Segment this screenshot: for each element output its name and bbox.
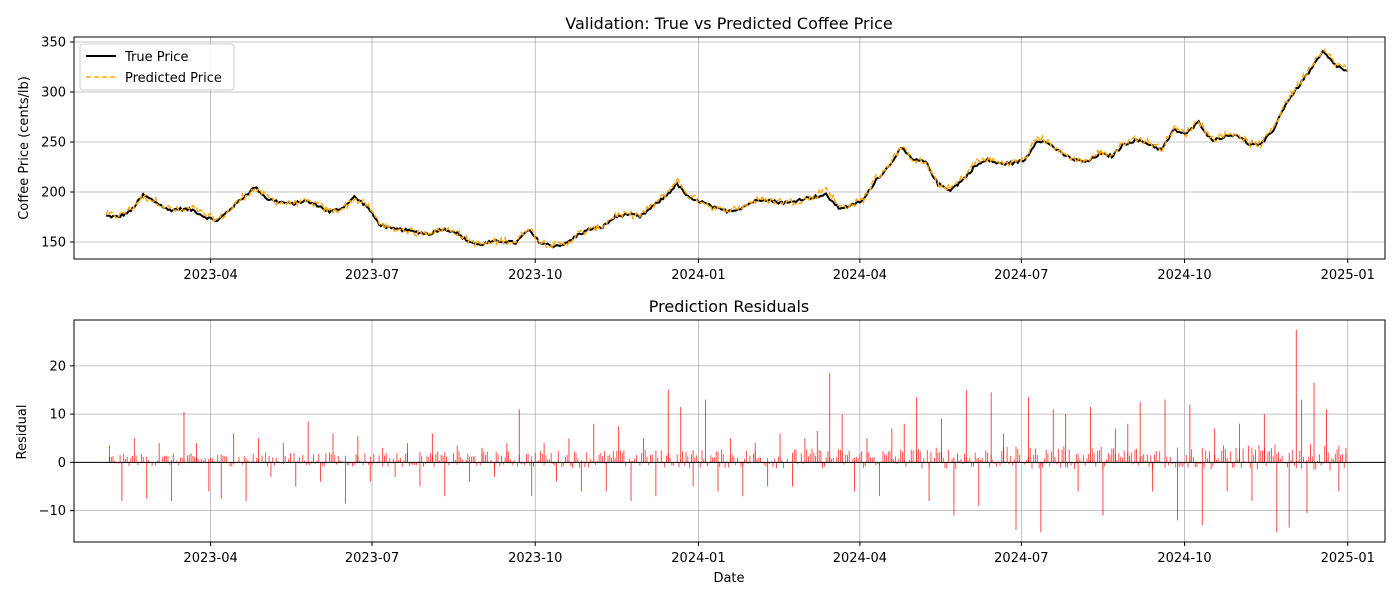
- x-tick-label: 2024-07: [994, 551, 1048, 566]
- true-price-line: [105, 49, 1349, 249]
- price-chart: 2023-04 2023-07 2023-10 2024-01 2024-04 2024-…: [17, 14, 1386, 283]
- y-tick-label: 150: [41, 236, 66, 251]
- legend-box: [79, 43, 235, 91]
- y-tick-label: 250: [41, 136, 66, 151]
- y-tick-label: 200: [41, 186, 66, 201]
- y-tick-label: −10: [39, 504, 66, 519]
- x-tick-label: 2024-04: [833, 551, 887, 566]
- x-tick-label: 2023-07: [345, 268, 399, 283]
- price-chart-frame: [73, 36, 1386, 260]
- residual-chart-xlabel: Date: [713, 571, 744, 586]
- predicted-price-line: [105, 48, 1349, 249]
- y-tick-label: 300: [41, 86, 66, 101]
- x-tick-label: 2023-04: [183, 551, 237, 566]
- y-tick-label: 20: [49, 359, 66, 374]
- y-tick-label: 350: [41, 36, 66, 51]
- residual-chart: 2023-04 2023-07 2023-10 2024-01 2024-04 2024-…: [15, 297, 1386, 586]
- x-tick-label: 2023-07: [345, 551, 399, 566]
- legend: True Price Predicted Price: [79, 43, 235, 91]
- price-chart-title: Validation: True vs Predicted Coffee Pri…: [565, 14, 892, 33]
- x-tick-label: 2025-01: [1321, 268, 1375, 283]
- legend-true-label: True Price: [124, 50, 188, 65]
- x-tick-label: 2025-01: [1321, 551, 1375, 566]
- legend-pred-label: Predicted Price: [125, 71, 222, 86]
- y-tick-label: 10: [49, 408, 66, 423]
- x-tick-label: 2024-10: [1157, 268, 1211, 283]
- residual-chart-frame: [73, 319, 1386, 543]
- x-tick-label: 2024-01: [671, 268, 725, 283]
- x-tick-label: 2023-04: [183, 268, 237, 283]
- y-tick-label: 0: [58, 456, 66, 471]
- residual-bars-dense: [109, 444, 1347, 471]
- x-tick-label: 2024-07: [994, 268, 1048, 283]
- residual-chart-ylabel: Residual: [15, 405, 30, 460]
- x-tick-label: 2024-04: [833, 268, 887, 283]
- residual-chart-title: Prediction Residuals: [649, 297, 809, 316]
- x-tick-label: 2023-10: [508, 551, 562, 566]
- price-chart-ylabel: Coffee Price (cents/lb): [17, 76, 32, 220]
- x-tick-label: 2024-10: [1157, 551, 1211, 566]
- x-tick-label: 2024-01: [671, 551, 725, 566]
- x-tick-label: 2023-10: [508, 268, 562, 283]
